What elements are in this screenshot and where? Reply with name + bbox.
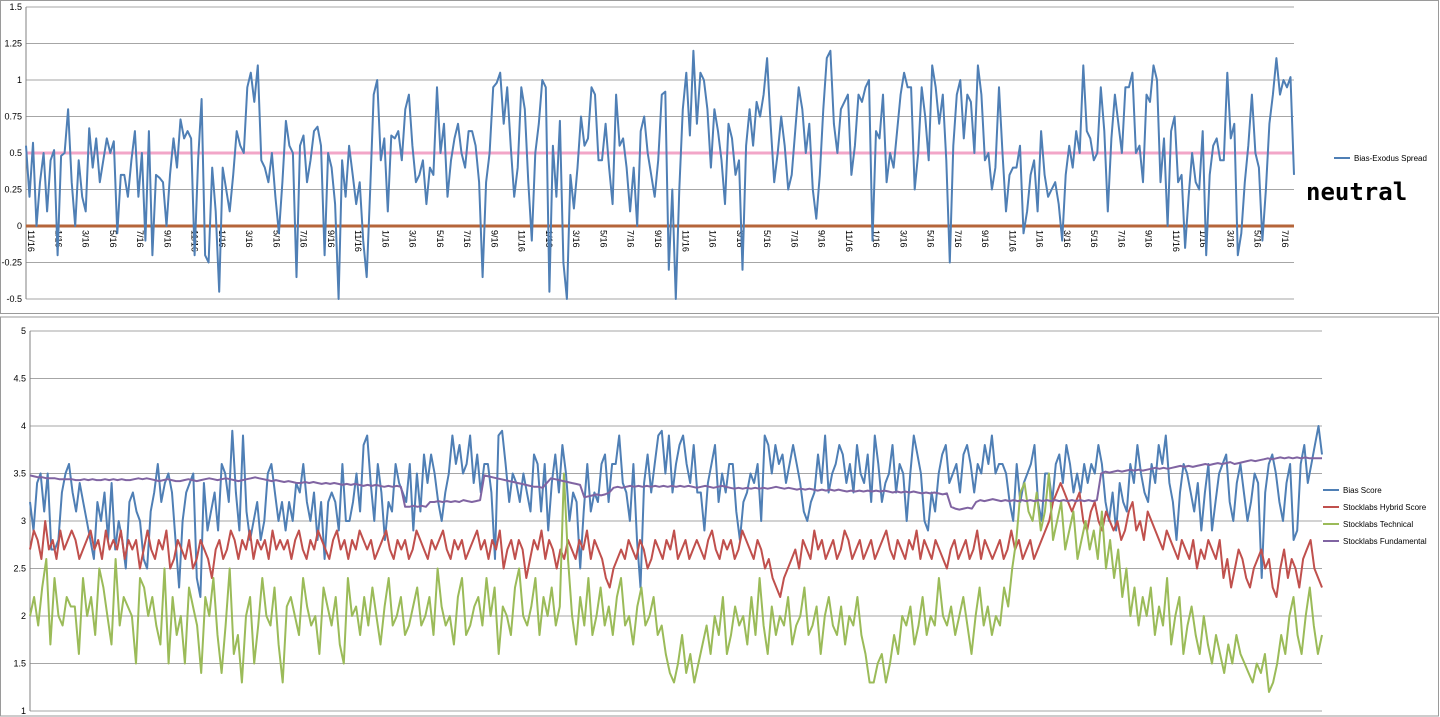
y-tick-label: 0 [17,221,22,231]
x-tick-label: 9/16 [817,230,827,248]
y-tick-label: 0.25 [4,185,22,195]
series-line [29,425,1323,598]
x-tick-label: 5/16 [926,230,936,248]
x-tick-label: 11/16 [353,230,363,252]
x-tick-label: 1/16 [217,230,227,248]
bottom-chart: 5 4.5 4 3.5 3 2.5 2 1.5 1 Bias Score Stocklabs Hyb… [0,316,1439,717]
x-tick-label: 9/16 [653,230,663,248]
x-tick-label: 5/16 [108,230,118,248]
legend-label: Stocklabs Technical [1343,520,1413,529]
neutral-annotation: neutral [1306,178,1407,206]
chart-frame [0,0,1439,314]
x-tick-label: 5/16 [1089,230,1099,248]
x-tick-label: 11/16 [26,230,36,252]
x-tick-label: 5/16 [1253,230,1263,248]
x-tick-label: 7/16 [1116,230,1126,248]
y-tick-label: 4.5 [13,374,26,384]
x-tick-label: 3/16 [571,230,581,248]
legend-label: Stocklabs Hybrid Score [1343,503,1427,512]
y-tick-label: 0.75 [4,112,22,122]
y-tick-label: 1.5 [9,2,22,12]
y-tick-label: -0.25 [1,258,22,268]
y-tick-label: 1.25 [4,39,22,49]
legend-label: Bias-Exodus Spread [1354,154,1427,163]
x-tick-label: 7/16 [462,230,472,248]
y-tick-label: 5 [21,326,26,336]
x-tick-label: 7/16 [299,230,309,248]
x-tick-label: 1/16 [1198,230,1208,248]
x-tick-label: 5/16 [598,230,608,248]
y-tick-label: 2.5 [13,564,26,574]
x-tick-label: 1/16 [708,230,718,248]
x-tick-label: 3/16 [408,230,418,248]
x-tick-label: 11/16 [680,230,690,252]
x-tick-label: 5/16 [762,230,772,248]
x-tick-label: 7/16 [626,230,636,248]
x-tick-label: 3/16 [898,230,908,248]
y-tick-label: 1 [21,706,26,716]
top-chart: 1.5 1.25 1 0.75 0.5 0.25 0 -0.25 -0.5 11/16 1/16 3/… [0,0,1439,314]
x-tick-label: 11/16 [1007,230,1017,252]
legend-label: Bias Score [1343,486,1382,495]
y-tick-label: -0.5 [6,294,22,304]
y-tick-label: 2 [21,611,26,621]
x-tick-label: 3/16 [81,230,91,248]
y-tick-label: 1 [17,75,22,85]
x-tick-label: 9/16 [489,230,499,248]
series-line [29,482,1323,598]
x-tick-label: 7/16 [953,230,963,248]
x-tick-label: 1/16 [871,230,881,248]
x-tick-label: 3/16 [1062,230,1072,248]
y-tick-label: 1.5 [13,659,26,669]
x-tick-label: 11/16 [844,230,854,252]
series-line [25,49,1295,300]
x-tick-label: 11/16 [517,230,527,252]
y-tick-label: 3 [21,516,26,526]
x-tick-label: 11/16 [1171,230,1181,252]
y-tick-label: 3.5 [13,469,26,479]
x-tick-label: 3/16 [735,230,745,248]
x-tick-label: 3/16 [1225,230,1235,248]
x-tick-label: 9/16 [326,230,336,248]
x-tick-label: 1/16 [380,230,390,248]
y-tick-label: 0.5 [9,148,22,158]
x-tick-label: 5/16 [271,230,281,248]
x-tick-label: 9/16 [1144,230,1154,248]
x-tick-label: 3/16 [244,230,254,248]
x-tick-label: 5/16 [435,230,445,248]
x-tick-label: 9/16 [162,230,172,248]
x-tick-label: 7/16 [135,230,145,248]
x-tick-label: 9/16 [980,230,990,248]
series-line [29,472,1323,693]
series-line [29,456,1322,511]
legend-label: Stocklabs Fundamental [1343,537,1427,546]
x-tick-label: 7/16 [789,230,799,248]
x-tick-label: 1/16 [1035,230,1045,248]
x-tick-label: 7/16 [1280,230,1290,248]
y-tick-label: 4 [21,421,26,431]
